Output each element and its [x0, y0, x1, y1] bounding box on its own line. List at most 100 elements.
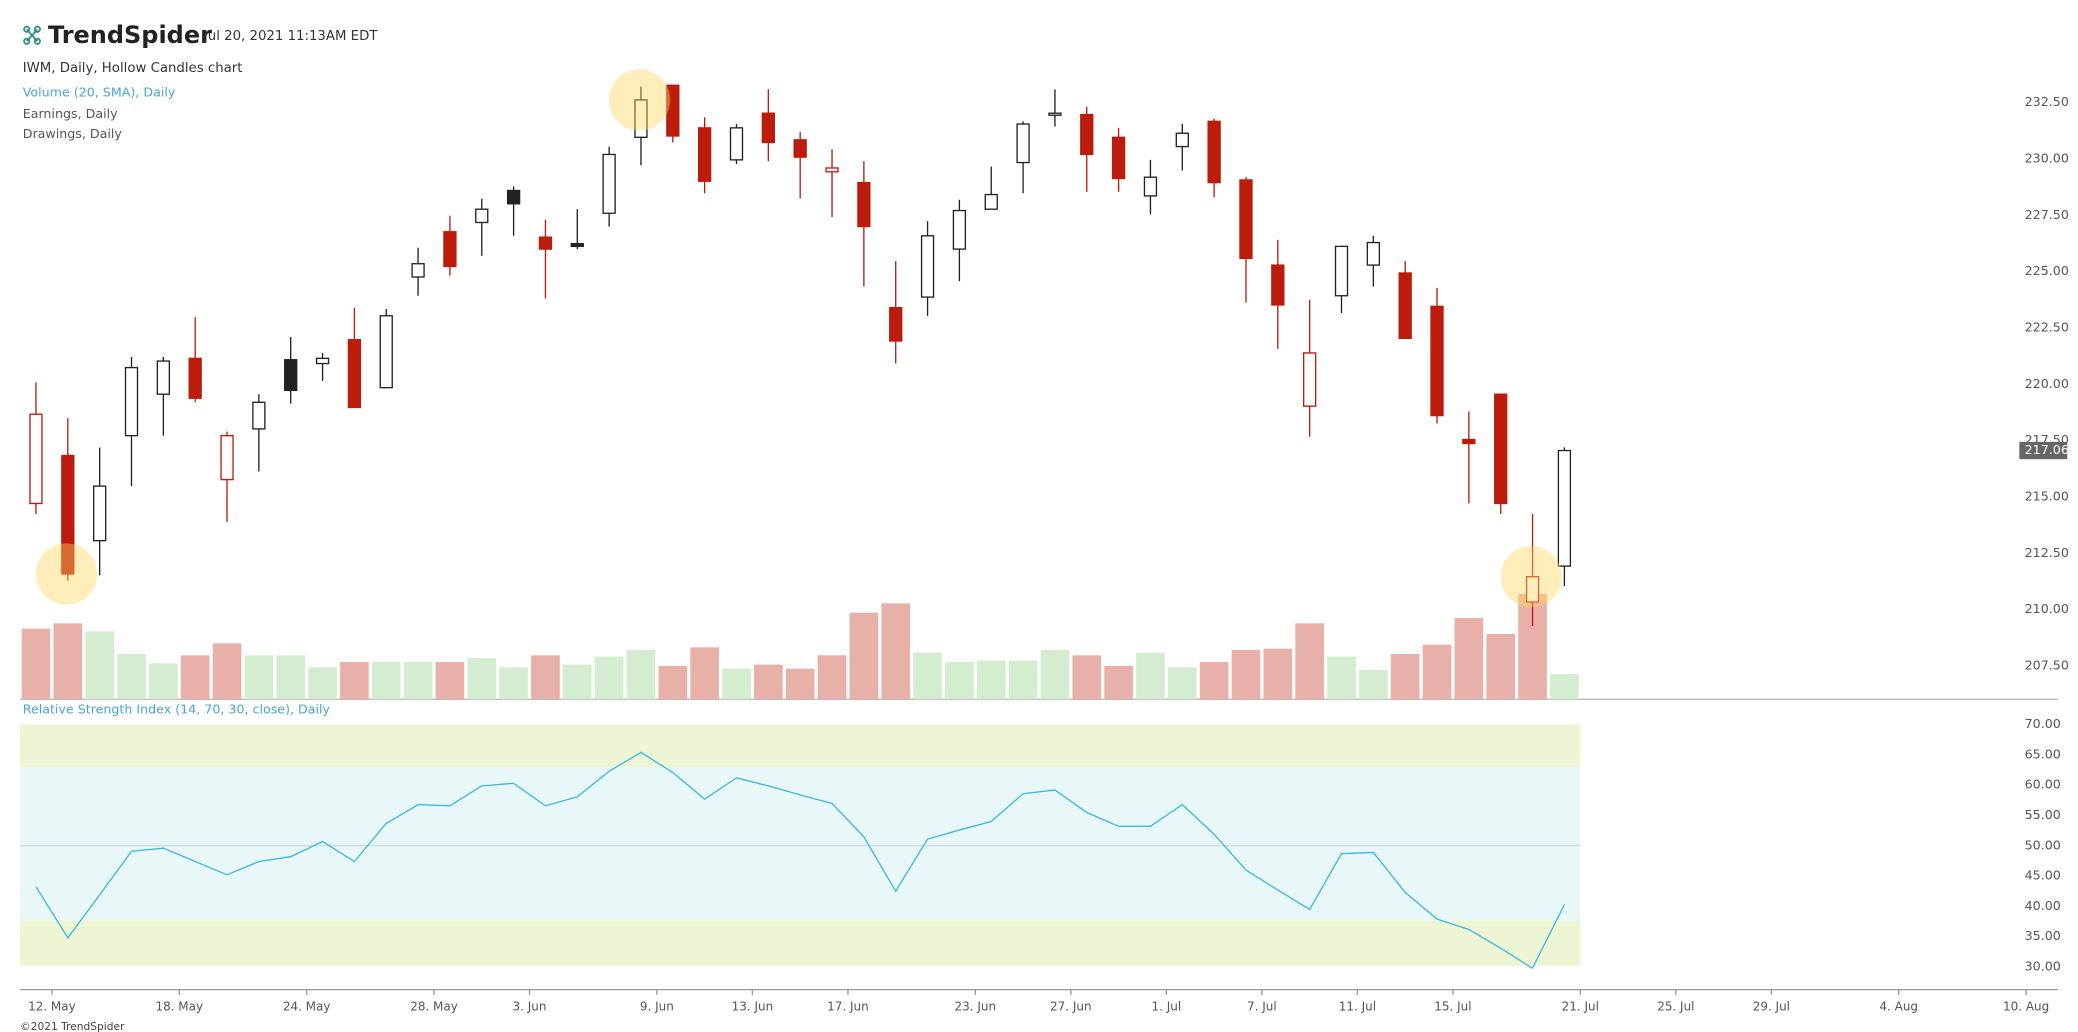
brand: TrendSpider	[48, 21, 212, 49]
rsi-tick-label: 30.00	[2025, 958, 2061, 973]
candle-body	[1302, 352, 1317, 407]
x-tick-label: 23. Jun	[955, 999, 997, 1013]
candle-body	[793, 139, 807, 158]
highlight	[1500, 546, 1562, 608]
candle-body	[156, 360, 171, 395]
volume-bar	[1231, 649, 1261, 700]
x-tick-label: 12. May	[28, 999, 76, 1013]
candle-body	[443, 231, 457, 268]
rsi-tick-label: 35.00	[2025, 928, 2061, 943]
candle-body	[1048, 112, 1062, 116]
candle-body	[666, 84, 680, 137]
volume-bar	[562, 664, 592, 700]
volume-bar	[1390, 653, 1420, 700]
rsi-tick-label: 55.00	[2025, 807, 2061, 822]
volume-bar	[1327, 656, 1356, 700]
legend-item: Volume (20, SMA), Daily	[23, 85, 176, 100]
rsi-title: Relative Strength Index (14, 70, 30, clo…	[23, 701, 331, 716]
rsi-tick-label: 60.00	[2025, 777, 2061, 792]
candle-body	[1462, 438, 1476, 445]
candle-body	[1111, 136, 1126, 180]
legend-item: Earnings, Daily	[23, 106, 118, 121]
candle-body	[634, 99, 648, 138]
x-tick-label: 13. Jun	[732, 999, 774, 1013]
volume-bar	[690, 647, 719, 700]
candle-body	[538, 236, 553, 250]
x-tick-label: 15. Jul	[1434, 999, 1471, 1013]
volume-bar	[1550, 673, 1579, 700]
candle-body	[506, 189, 521, 205]
rsi-line	[35, 751, 1566, 970]
rsi-tick-label: 40.00	[2025, 898, 2061, 913]
volume-bar	[117, 653, 146, 700]
volume-bar	[881, 603, 911, 700]
candle-body	[61, 454, 75, 575]
candle-body	[1398, 272, 1412, 339]
candle-body	[761, 112, 776, 144]
candle-body	[889, 307, 903, 342]
volume-bar	[976, 660, 1006, 700]
volume-bar	[1263, 648, 1293, 700]
y-tick-label: 225.00	[2025, 263, 2069, 278]
candle-body	[252, 401, 266, 430]
candle-body	[379, 315, 393, 389]
rsi-band	[20, 920, 1581, 966]
x-tick-label: 7. Jul	[1247, 999, 1277, 1013]
volume-bar	[53, 623, 83, 700]
candle-body	[1175, 132, 1189, 148]
x-tick-label: 29. Jul	[1753, 999, 1790, 1013]
x-tick-label: 18. May	[155, 999, 203, 1013]
volume-bar	[1422, 644, 1452, 700]
x-tick-label: 9. Jun	[640, 999, 674, 1013]
volume-bar	[531, 655, 560, 700]
rsi-band	[20, 724, 1581, 768]
candle-body	[411, 263, 425, 278]
volume-bar	[149, 663, 178, 700]
candle-body	[220, 434, 234, 481]
chart-title: IWM, Daily, Hollow Candles chart	[23, 61, 243, 76]
volume-bar	[722, 668, 751, 700]
volume-bar	[499, 667, 528, 700]
volume-bar	[371, 661, 401, 700]
volume-bar	[180, 655, 210, 700]
candle-body	[729, 127, 744, 161]
candle-body	[1557, 449, 1572, 567]
volume-bar	[212, 643, 242, 700]
candle-body	[952, 209, 967, 250]
x-tick-label: 17. Jun	[827, 999, 869, 1013]
x-tick-label: 24. May	[283, 999, 331, 1013]
y-tick-label: 227.50	[2025, 207, 2069, 222]
candle-body	[1207, 120, 1221, 184]
candle-body	[602, 153, 616, 214]
volume-bar	[1295, 623, 1324, 700]
volume-bar	[21, 628, 51, 700]
volume-bar	[1167, 667, 1197, 700]
rsi-tick-label: 65.00	[2025, 746, 2061, 761]
candle-body	[1271, 264, 1285, 306]
volume-bar	[626, 649, 656, 700]
volume-bar	[754, 664, 783, 700]
candle-body	[1239, 179, 1253, 259]
candle-body	[1525, 576, 1540, 603]
y-tick-label: 210.00	[2025, 601, 2069, 616]
candle-body	[29, 413, 43, 505]
candle-body	[284, 359, 298, 392]
candle-body	[1430, 305, 1444, 417]
candle-body	[124, 366, 139, 437]
volume-bar	[340, 661, 369, 700]
x-tick-label: 28. May	[410, 999, 458, 1013]
x-tick-label: 3. Jun	[513, 999, 547, 1013]
y-tick-label: 230.00	[2025, 150, 2069, 165]
volume-bar	[1040, 649, 1070, 700]
candle-body	[475, 208, 489, 224]
rsi-tick-label: 70.00	[2025, 716, 2061, 731]
rsi-tick-label: 45.00	[2025, 868, 2061, 883]
x-tick-label: 1. Jul	[1152, 999, 1182, 1013]
volume-bar	[849, 612, 879, 700]
rsi-mid-zone	[20, 767, 1581, 921]
volume-bar	[1359, 669, 1388, 700]
y-tick-label: 232.50	[2025, 94, 2069, 109]
candle-body	[315, 357, 330, 365]
volume-bar	[1454, 618, 1484, 700]
candle-body	[1016, 123, 1030, 164]
